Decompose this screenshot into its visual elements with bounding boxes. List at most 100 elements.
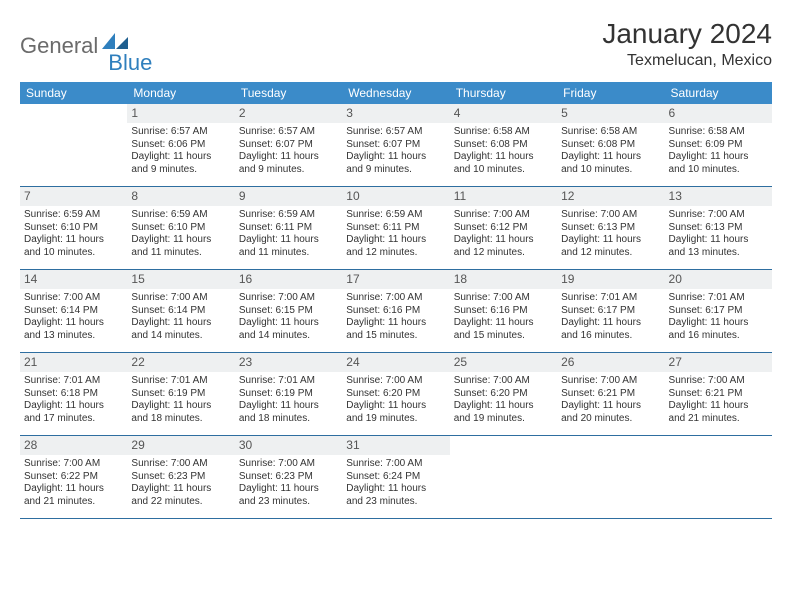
dow-wednesday: Wednesday — [342, 82, 449, 104]
logo-text-blue: Blue — [108, 50, 152, 76]
day-sr: Sunrise: 7:00 AM — [454, 375, 553, 388]
day-cell: 24Sunrise: 7:00 AMSunset: 6:20 PMDayligh… — [342, 353, 449, 435]
dow-thursday: Thursday — [450, 82, 557, 104]
day-sr: Sunrise: 6:57 AM — [346, 126, 445, 139]
day-d1: Daylight: 11 hours — [346, 234, 445, 247]
day-ss: Sunset: 6:08 PM — [454, 139, 553, 152]
week-row: 14Sunrise: 7:00 AMSunset: 6:14 PMDayligh… — [20, 270, 772, 353]
day-cell: 13Sunrise: 7:00 AMSunset: 6:13 PMDayligh… — [665, 187, 772, 269]
week-row: 28Sunrise: 7:00 AMSunset: 6:22 PMDayligh… — [20, 436, 772, 519]
day-d1: Daylight: 11 hours — [24, 483, 123, 496]
day-d1: Daylight: 11 hours — [24, 317, 123, 330]
day-d2: and 11 minutes. — [131, 247, 230, 260]
day-sr: Sunrise: 7:00 AM — [24, 292, 123, 305]
day-sr: Sunrise: 7:00 AM — [669, 209, 768, 222]
day-cell: 5Sunrise: 6:58 AMSunset: 6:08 PMDaylight… — [557, 104, 664, 186]
day-d2: and 18 minutes. — [239, 413, 338, 426]
day-sr: Sunrise: 7:00 AM — [454, 292, 553, 305]
day-d2: and 11 minutes. — [239, 247, 338, 260]
day-sr: Sunrise: 7:01 AM — [131, 375, 230, 388]
day-cell: 21Sunrise: 7:01 AMSunset: 6:18 PMDayligh… — [20, 353, 127, 435]
day-d2: and 12 minutes. — [454, 247, 553, 260]
day-ss: Sunset: 6:15 PM — [239, 305, 338, 318]
day-cell: 6Sunrise: 6:58 AMSunset: 6:09 PMDaylight… — [665, 104, 772, 186]
day-d2: and 9 minutes. — [239, 164, 338, 177]
day-sr: Sunrise: 7:00 AM — [131, 292, 230, 305]
day-ss: Sunset: 6:13 PM — [669, 222, 768, 235]
day-ss: Sunset: 6:10 PM — [24, 222, 123, 235]
day-cell — [557, 436, 664, 518]
day-sr: Sunrise: 6:59 AM — [131, 209, 230, 222]
day-cell: 31Sunrise: 7:00 AMSunset: 6:24 PMDayligh… — [342, 436, 449, 518]
day-ss: Sunset: 6:21 PM — [561, 388, 660, 401]
day-d2: and 10 minutes. — [454, 164, 553, 177]
day-ss: Sunset: 6:23 PM — [239, 471, 338, 484]
title-block: January 2024 Texmelucan, Mexico — [602, 18, 772, 70]
day-cell: 17Sunrise: 7:00 AMSunset: 6:16 PMDayligh… — [342, 270, 449, 352]
day-sr: Sunrise: 7:00 AM — [239, 292, 338, 305]
day-sr: Sunrise: 7:00 AM — [131, 458, 230, 471]
day-number: 19 — [557, 270, 664, 289]
day-sr: Sunrise: 6:58 AM — [561, 126, 660, 139]
day-d2: and 14 minutes. — [131, 330, 230, 343]
day-d1: Daylight: 11 hours — [454, 151, 553, 164]
week-row: 7Sunrise: 6:59 AMSunset: 6:10 PMDaylight… — [20, 187, 772, 270]
logo-sail-icon — [102, 33, 128, 51]
day-ss: Sunset: 6:11 PM — [346, 222, 445, 235]
day-d2: and 20 minutes. — [561, 413, 660, 426]
dow-header-row: Sunday Monday Tuesday Wednesday Thursday… — [20, 82, 772, 104]
day-number: 9 — [235, 187, 342, 206]
day-ss: Sunset: 6:12 PM — [454, 222, 553, 235]
logo: General Blue — [20, 18, 152, 68]
day-d2: and 9 minutes. — [346, 164, 445, 177]
day-ss: Sunset: 6:07 PM — [239, 139, 338, 152]
day-d1: Daylight: 11 hours — [239, 400, 338, 413]
dow-monday: Monday — [127, 82, 234, 104]
day-d2: and 13 minutes. — [24, 330, 123, 343]
day-d2: and 15 minutes. — [346, 330, 445, 343]
day-ss: Sunset: 6:14 PM — [24, 305, 123, 318]
day-cell: 11Sunrise: 7:00 AMSunset: 6:12 PMDayligh… — [450, 187, 557, 269]
day-d2: and 19 minutes. — [454, 413, 553, 426]
day-d1: Daylight: 11 hours — [669, 317, 768, 330]
day-sr: Sunrise: 7:00 AM — [561, 209, 660, 222]
day-d1: Daylight: 11 hours — [131, 234, 230, 247]
dow-tuesday: Tuesday — [235, 82, 342, 104]
day-d1: Daylight: 11 hours — [346, 483, 445, 496]
day-number: 27 — [665, 353, 772, 372]
day-ss: Sunset: 6:20 PM — [346, 388, 445, 401]
day-sr: Sunrise: 6:59 AM — [24, 209, 123, 222]
day-cell: 1Sunrise: 6:57 AMSunset: 6:06 PMDaylight… — [127, 104, 234, 186]
day-d2: and 15 minutes. — [454, 330, 553, 343]
day-number: 2 — [235, 104, 342, 123]
day-ss: Sunset: 6:17 PM — [669, 305, 768, 318]
day-number: 30 — [235, 436, 342, 455]
dow-sunday: Sunday — [20, 82, 127, 104]
day-sr: Sunrise: 7:00 AM — [24, 458, 123, 471]
week-row: 21Sunrise: 7:01 AMSunset: 6:18 PMDayligh… — [20, 353, 772, 436]
day-d2: and 17 minutes. — [24, 413, 123, 426]
day-ss: Sunset: 6:11 PM — [239, 222, 338, 235]
day-number: 7 — [20, 187, 127, 206]
day-number: 26 — [557, 353, 664, 372]
day-d1: Daylight: 11 hours — [131, 400, 230, 413]
day-number: 6 — [665, 104, 772, 123]
day-d2: and 9 minutes. — [131, 164, 230, 177]
day-ss: Sunset: 6:13 PM — [561, 222, 660, 235]
day-cell — [450, 436, 557, 518]
day-d1: Daylight: 11 hours — [669, 151, 768, 164]
day-d1: Daylight: 11 hours — [346, 151, 445, 164]
day-number: 4 — [450, 104, 557, 123]
dow-saturday: Saturday — [665, 82, 772, 104]
day-ss: Sunset: 6:17 PM — [561, 305, 660, 318]
day-sr: Sunrise: 7:00 AM — [669, 375, 768, 388]
day-sr: Sunrise: 6:59 AM — [239, 209, 338, 222]
day-d2: and 10 minutes. — [669, 164, 768, 177]
day-number: 14 — [20, 270, 127, 289]
day-number: 23 — [235, 353, 342, 372]
day-cell: 18Sunrise: 7:00 AMSunset: 6:16 PMDayligh… — [450, 270, 557, 352]
day-d2: and 19 minutes. — [346, 413, 445, 426]
day-sr: Sunrise: 7:00 AM — [454, 209, 553, 222]
day-sr: Sunrise: 7:01 AM — [24, 375, 123, 388]
day-d1: Daylight: 11 hours — [454, 400, 553, 413]
